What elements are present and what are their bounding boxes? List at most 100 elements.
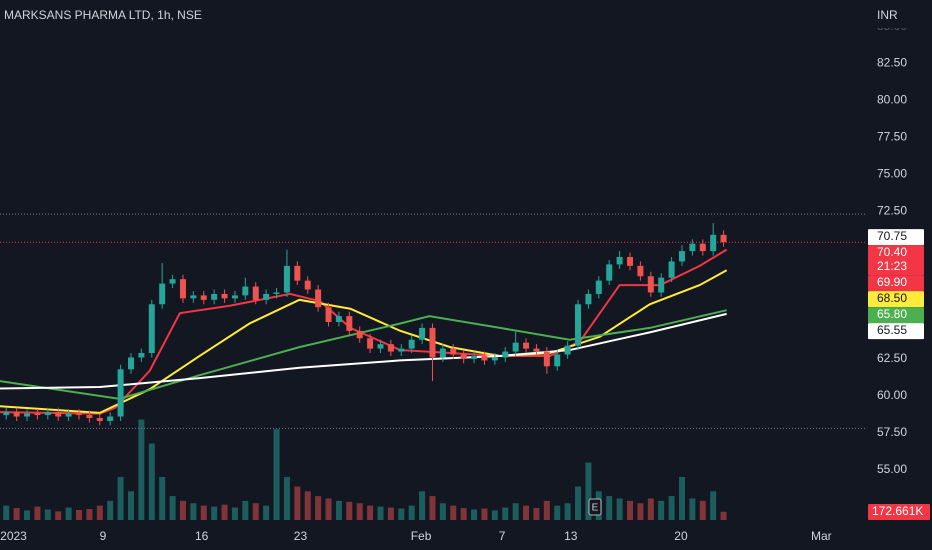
candle-body (502, 351, 509, 358)
candle-body (699, 243, 706, 252)
candle-body (325, 307, 332, 323)
volume-bar (543, 500, 550, 520)
volume-bar (86, 509, 93, 520)
volume-bar (117, 476, 124, 520)
volume-tag (868, 504, 930, 520)
volume-bar (512, 503, 519, 520)
plot-area (0, 213, 866, 520)
candle-body (668, 261, 675, 278)
volume-bar (148, 443, 155, 520)
candle-body (190, 295, 197, 299)
price-tag (868, 275, 924, 292)
candle-body (169, 279, 176, 284)
earnings-box[interactable] (588, 498, 602, 516)
price-tag (868, 307, 924, 324)
volume-bar (564, 503, 571, 520)
candle-body (481, 355, 488, 361)
price-tag-label: 69.90 (877, 275, 907, 289)
candle-body (627, 257, 634, 266)
x-tick-label: 9 (100, 529, 107, 543)
volume-bar (44, 509, 51, 520)
y-tick-label: 57.50 (877, 425, 907, 439)
candle-body (533, 348, 540, 352)
volume-bar (377, 506, 384, 520)
candle-body (65, 413, 72, 417)
volume-bar (242, 500, 249, 520)
candle-body (575, 304, 582, 346)
candle-body (107, 416, 114, 421)
y-tick-label: 80.00 (877, 93, 907, 107)
x-tick-label: 7 (499, 529, 506, 543)
candle-body (138, 353, 145, 358)
volume-bar (575, 486, 582, 520)
price-tag (868, 245, 924, 276)
candle-body (200, 295, 207, 300)
y-tick-label: 62.50 (877, 351, 907, 365)
candle-body (148, 304, 155, 354)
volume-bar (252, 503, 259, 520)
volume-bar (637, 503, 644, 520)
volume-bar (96, 505, 103, 520)
candle-body (367, 338, 374, 349)
candle-body (689, 243, 696, 252)
price-tag-label: 70.75 (877, 229, 907, 243)
volume-bar (65, 507, 72, 520)
candle-body (512, 342, 519, 352)
candle-body (439, 348, 446, 358)
volume-bar (315, 496, 322, 520)
volume-bar (3, 505, 10, 520)
volume-bar (200, 505, 207, 520)
volume-bar (304, 491, 311, 520)
y-tick-label: 77.50 (877, 130, 907, 144)
price-axis: 55.00 57.50 60.00 62.50 72.50 75.00 77.50 80.00… (868, 19, 930, 520)
volume-bar (627, 500, 634, 520)
candle-body (585, 293, 592, 305)
candle-body (720, 234, 727, 243)
volume-bar (356, 503, 363, 520)
volume-bar (398, 508, 405, 520)
volume-bar (678, 476, 685, 520)
candle-body (564, 345, 571, 355)
volume-bar (13, 508, 20, 520)
volume-bar (502, 507, 509, 520)
earnings-text[interactable]: E (592, 503, 599, 514)
volume-bar (491, 510, 498, 520)
volume-bar (231, 507, 238, 520)
price-tag-label: 65.55 (877, 323, 907, 337)
candle-body (471, 355, 478, 359)
earnings-marker[interactable]: E (588, 498, 602, 516)
x-tick-label: 2023 (0, 529, 27, 543)
candle-body (460, 354, 467, 359)
candle-body (419, 327, 426, 340)
candle-body (24, 413, 31, 417)
volume-bar (55, 511, 62, 520)
volume-bar (419, 491, 426, 520)
price-tag-label: 70.40 (877, 245, 907, 259)
volume-bar (169, 496, 176, 520)
volume-tag-label: 172.661K (872, 504, 923, 518)
volume-bar (450, 505, 457, 520)
candle-body (242, 286, 249, 296)
volume-bar (107, 500, 114, 520)
candle-body (211, 293, 218, 300)
candle-body (398, 348, 405, 352)
volume-bar (221, 504, 228, 520)
candle-body (86, 415, 93, 419)
candle-body (179, 279, 186, 299)
candle-body (346, 316, 353, 331)
candle-body (543, 351, 550, 367)
volume-bar (554, 505, 561, 520)
currency-label: INR (877, 8, 898, 22)
price-tag (868, 229, 924, 246)
volume-bar (387, 507, 394, 520)
candle-body (429, 327, 436, 358)
candle-body (231, 295, 238, 299)
volume-bar (710, 491, 717, 520)
x-tick-label: 20 (674, 529, 688, 543)
candle-body (387, 344, 394, 352)
candle-body (117, 369, 124, 417)
moving-average-line (0, 312, 727, 390)
price-tag (868, 291, 924, 308)
candle-body (127, 357, 134, 370)
candle-body (491, 357, 498, 361)
